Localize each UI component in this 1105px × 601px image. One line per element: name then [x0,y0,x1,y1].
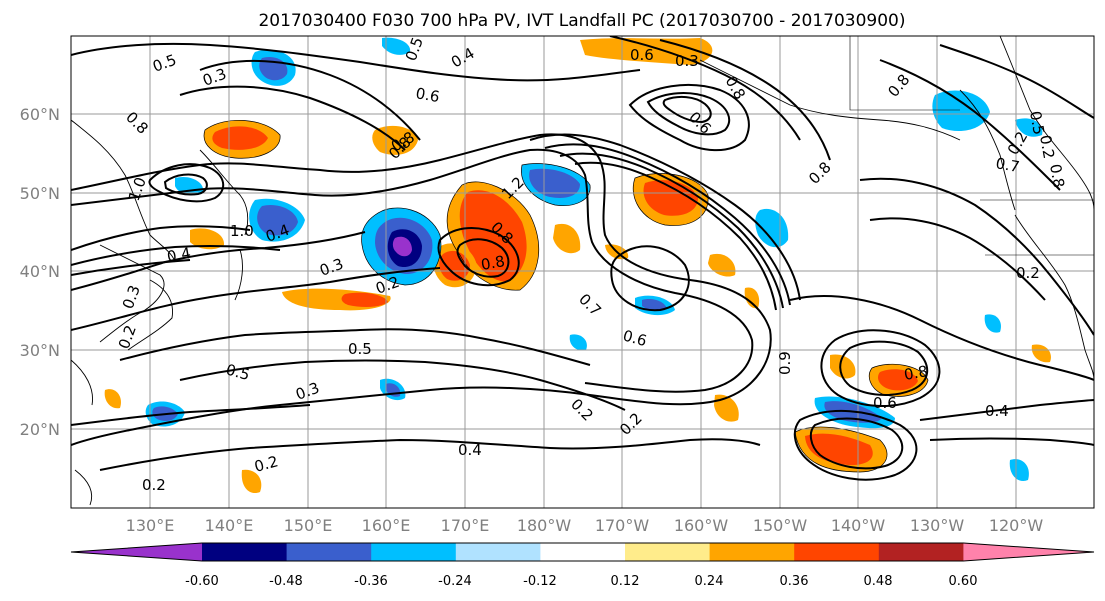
colorbar-segment [963,543,1094,561]
lon-tick-label: 170°E [441,516,490,535]
graticule [71,36,1094,508]
colorbar-tick-labels: -0.60 -0.48 -0.36 -0.24 -0.12 0.12 0.24 … [185,574,977,589]
anomaly-region [459,190,527,282]
contour-label: 0.8 [903,362,930,384]
colorbar-tick-label: -0.24 [438,574,472,589]
colorbar-segment [371,543,457,561]
lat-tick-label: 40°N [20,262,60,281]
anomaly-region [392,236,412,257]
anomaly-region [714,394,739,422]
anomaly-region [553,223,581,254]
colorbar-segment [794,543,880,561]
contour-label: 0.2 [252,452,280,476]
colorbar-segment [878,543,964,561]
contour-label: 0.6 [873,394,897,412]
contour-label: 0.8 [1046,163,1068,190]
contour-label: 0.7 [994,154,1021,176]
lat-tick-label: 60°N [20,105,60,124]
colorbar-tick-label: 0.36 [780,574,809,589]
contour-label: 0.4 [985,402,1009,420]
contour-label: 0.6 [414,84,441,106]
lon-tick-label: 140°W [831,516,886,535]
anomaly-region [212,126,268,150]
lon-tick-label: 160°E [362,516,411,535]
lon-tick-label: 130°E [126,516,175,535]
map-frame [70,35,1095,509]
colorbar-segment [625,543,711,561]
coastlines [71,36,1094,506]
colorbar-segments [70,542,1095,562]
shaded-fields [104,37,1051,494]
anomaly-region [569,334,587,351]
anomaly-region [878,369,918,391]
lon-tick-label: 120°W [989,516,1044,535]
contour-label: 0.2 [1016,264,1040,282]
pv-contours [71,36,1094,481]
anomaly-region [1031,344,1051,363]
contour-label: 0.8 [480,252,507,274]
colorbar: -0.60 -0.48 -0.36 -0.24 -0.12 0.12 0.24 … [70,542,1095,589]
contour-label: 0.5 [1026,110,1048,137]
anomaly-region [257,204,298,236]
lon-tick-label: 130°W [910,516,965,535]
anomaly-region [104,389,121,409]
contour-label: 0.5 [348,340,372,358]
contour-label: 0.4 [458,441,482,459]
lon-tick-label: 150°W [753,516,808,535]
contour-label: 0.2 [142,476,166,494]
colorbar-segment [202,543,288,561]
anomaly-region [830,354,856,379]
contour-label: 0.6 [630,46,654,64]
colorbar-segment [709,543,795,561]
anomaly-region [642,299,667,312]
map-title: 2017030400 F030 700 hPa PV, IVT Landfall… [258,11,905,31]
colorbar-tick-label: 0.60 [949,574,978,589]
anomaly-region [744,287,760,309]
colorbar-tick-label: -0.60 [185,574,219,589]
longitude-axis: 130°E 140°E 150°E 160°E 170°E 180°W 170°… [126,516,1044,535]
colorbar-tick-label: -0.12 [523,574,557,589]
colorbar-segment [540,543,626,561]
colorbar-segment [286,543,372,561]
colorbar-tick-label: -0.48 [269,574,303,589]
anomaly-region [1015,118,1043,137]
lon-tick-label: 180°W [517,516,572,535]
shaded-outlines [203,120,929,473]
contour-label: 0.9 [776,351,794,375]
colorbar-tick-label: -0.36 [354,574,388,589]
contour-label: 0.6 [621,326,649,350]
anomaly-region [1009,459,1029,481]
anomaly-region [529,168,580,198]
latitude-axis: 60°N 50°N 40°N 30°N 20°N [20,105,60,439]
lon-tick-label: 140°E [205,516,254,535]
anomaly-region [984,314,1001,333]
contour-label: 0.5 [224,360,252,384]
lat-tick-label: 50°N [20,184,60,203]
anomaly-region [341,292,388,307]
anomaly-region [190,228,225,250]
lat-tick-label: 30°N [20,341,60,360]
colorbar-tick-label: 0.12 [611,574,640,589]
lat-tick-label: 20°N [20,420,60,439]
lon-tick-label: 170°W [595,516,650,535]
contour-label: 1.0 [230,222,254,240]
contour-label: 0.2 [1036,134,1058,161]
colorbar-tick-label: 0.24 [695,574,724,589]
anomaly-region [241,469,262,494]
map-content: 0.5 0.3 0.6 0.5 0.4 0.6 0.8 0.8 0.8 0.6 … [71,36,1094,508]
anomaly-region [382,37,411,55]
colorbar-segment [71,543,202,561]
lon-tick-label: 150°E [284,516,333,535]
colorbar-outline [70,542,1095,562]
anomaly-region [932,90,990,132]
anomaly-region [439,250,470,281]
borders [849,36,1094,256]
lon-tick-label: 160°W [674,516,729,535]
contour-label: 0.4 [166,244,193,266]
contour-label: 0.3 [675,52,699,70]
colorbar-segment [455,543,541,561]
colorbar-tick-label: 0.48 [864,574,893,589]
